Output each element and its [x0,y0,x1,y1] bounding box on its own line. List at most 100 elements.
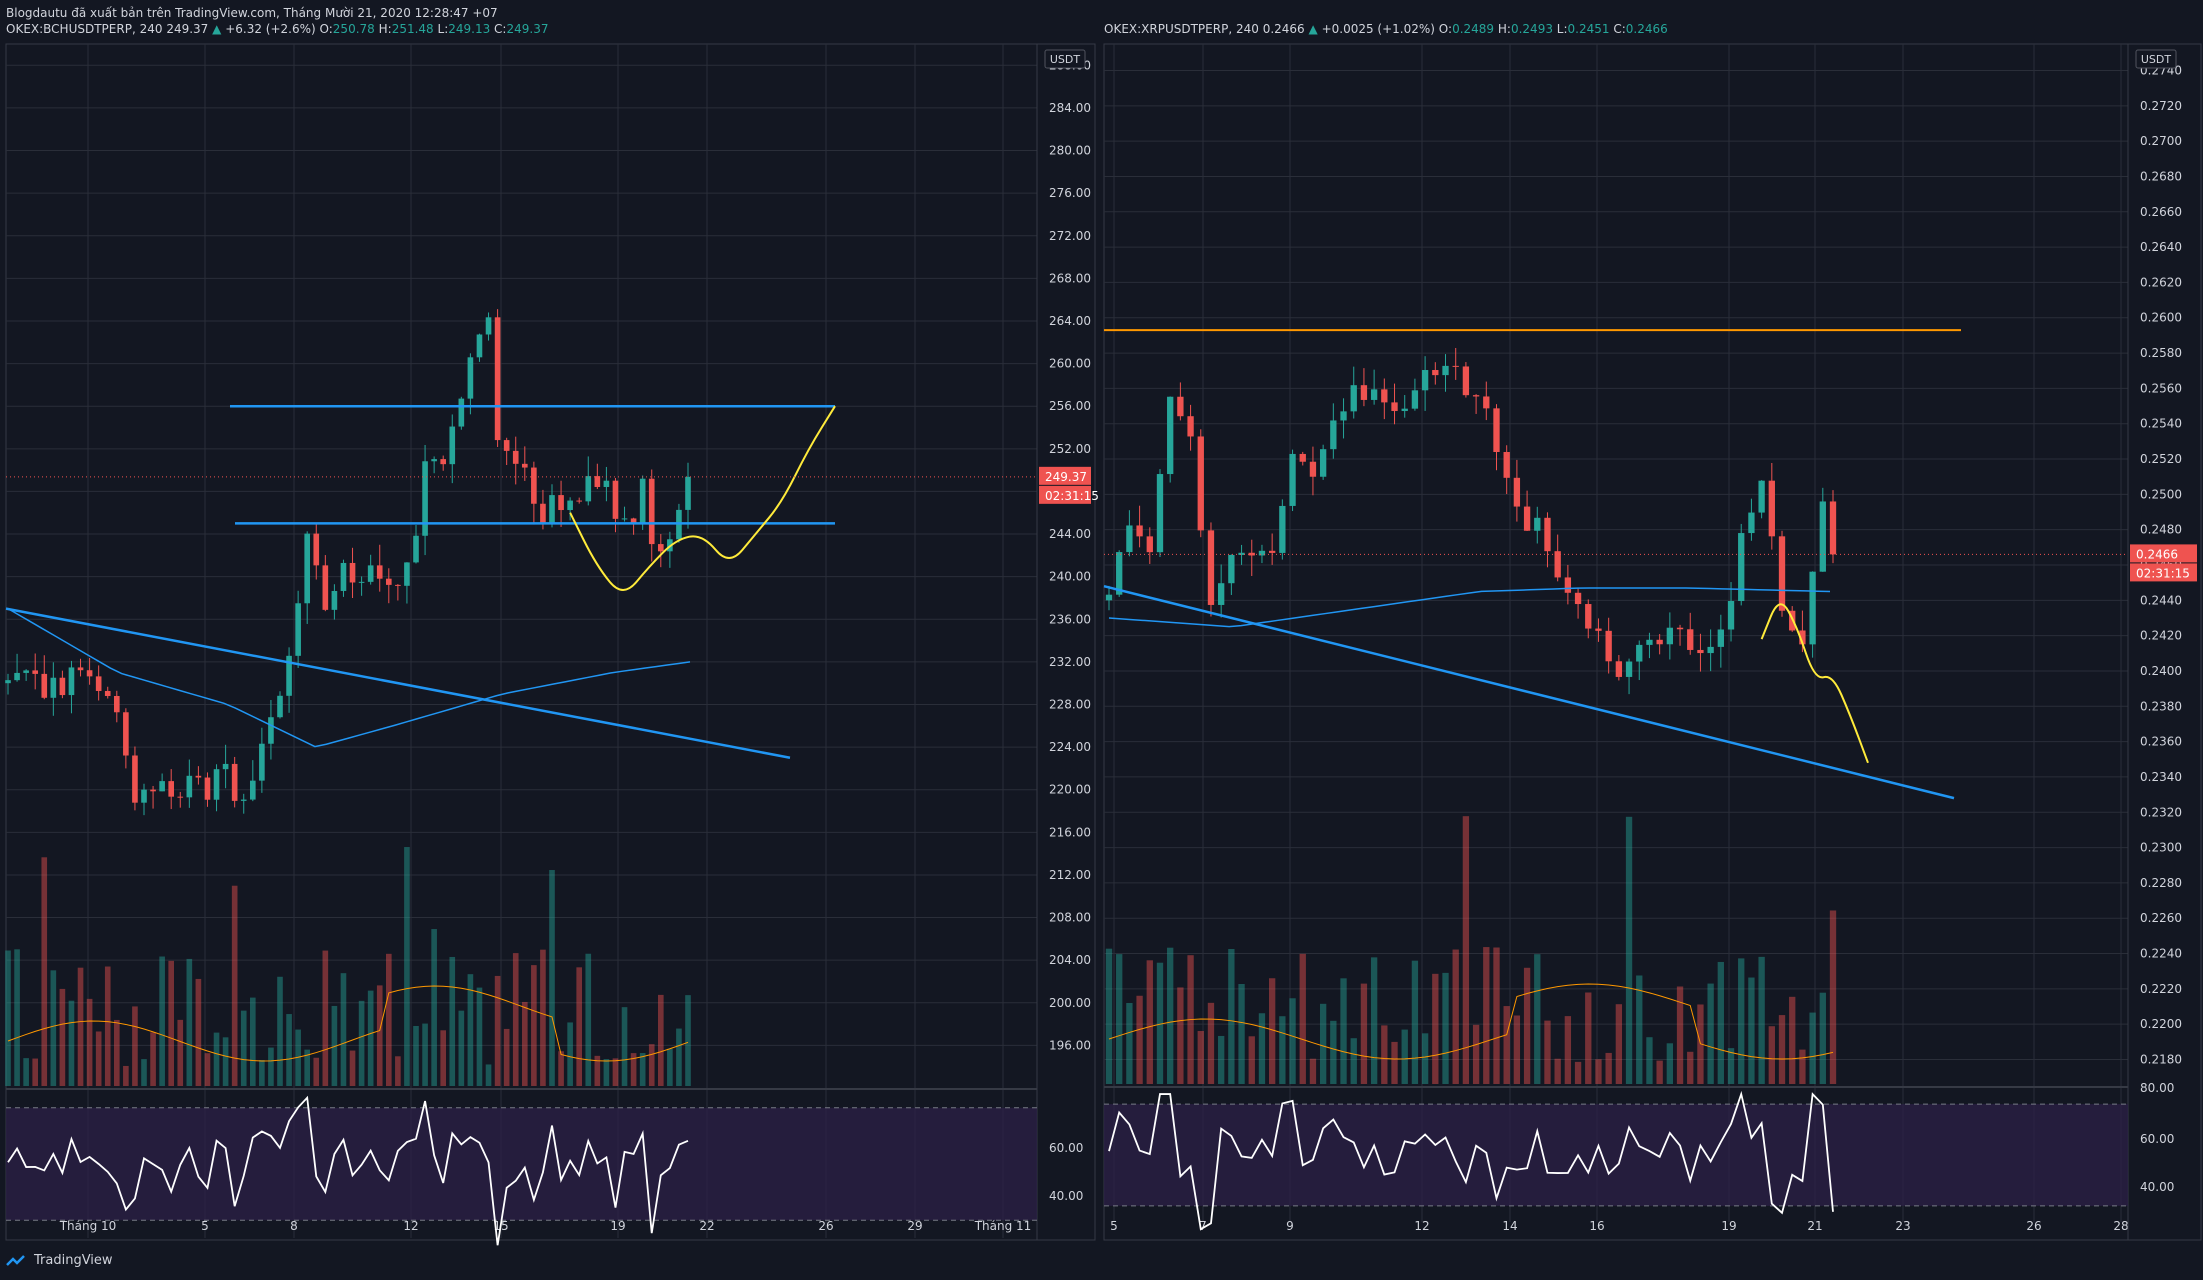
volume-bar [667,1048,673,1086]
volume-bar [1330,1020,1337,1084]
candle-body [231,763,238,801]
volume-bar [1340,978,1347,1084]
price-badge: 249.37 [1045,470,1087,484]
candle-body [467,357,474,399]
volume-bar [1809,1012,1816,1084]
candle-body [1829,501,1837,555]
candle-body [304,533,311,604]
volume-bar [1126,1002,1133,1084]
volume-bar [1462,816,1470,1084]
candle-body [594,476,601,487]
y-tick-label: 0.2500 [2140,487,2182,501]
y-tick-label: 0.2660 [2140,205,2182,219]
volume-bar [14,949,20,1086]
volume-bar [648,1044,655,1086]
volume-bar [549,870,555,1086]
left-symbol-header: OKEX:BCHUSDTPERP, 240 249.37 ▲ +6.32 (+2… [6,22,549,36]
volume-bar [331,1005,338,1086]
volume-bar [1534,954,1541,1084]
left-close: 249.37 [506,22,549,36]
volume-bar [676,1028,682,1086]
volume-bar [1432,973,1439,1084]
candle-body [1228,554,1235,584]
volume-bar [413,1025,419,1086]
xrp-panel[interactable]: 0.27400.27200.27000.26800.26600.26400.26… [1103,43,2202,1241]
volume-bar [222,1037,229,1086]
y-tick-label: 0.2700 [2140,134,2182,148]
volume-bar [1391,1041,1398,1084]
candle-body [113,695,120,713]
volume-bar [1554,1058,1561,1084]
volume-bar [1360,983,1368,1084]
candle-body [1207,530,1215,605]
volume-bar [358,1000,365,1086]
volume-bar [621,1007,628,1086]
candle-body [1340,411,1347,421]
candle-body [1462,366,1470,396]
candle-body [521,463,528,468]
rsi-label-80: 80.00 [2140,1081,2174,1095]
volume-bar [1116,954,1123,1084]
candle-body [1319,449,1327,477]
volume-bar [1676,986,1684,1084]
candle-body [1564,577,1572,593]
volume-bar [1768,1026,1775,1084]
y-tick-label: 0.2620 [2140,275,2182,289]
y-tick-label: 200.00 [1049,996,1091,1010]
candle-body [1156,474,1164,553]
candle-body [1177,396,1184,417]
candle-body [540,503,546,524]
y-tick-label: 252.00 [1049,442,1091,456]
volume-bar [132,1006,138,1086]
volume-bar [1799,1049,1806,1084]
candle-body [1534,517,1541,531]
y-tick-label: 224.00 [1049,740,1091,754]
volume-bar [503,1028,510,1086]
y-tick-label: 280.00 [1049,144,1091,158]
candle-body [576,500,583,502]
x-tick-label: 16 [1589,1219,1604,1233]
y-tick-label: 256.00 [1049,399,1091,413]
candle-body [1105,594,1113,601]
right-symbol-header: OKEX:XRPUSDTPERP, 240 0.2466 ▲ +0.0025 (… [1104,22,1668,36]
volume-bar [59,988,66,1086]
y-tick-label: 0.2240 [2140,947,2182,961]
candle-body [150,789,156,792]
candle-body [59,677,66,696]
candle-body [648,478,655,545]
candle-body [1472,395,1480,397]
currency-label: USDT [2141,53,2172,66]
candle-body [1738,533,1745,602]
left-last: 249.37 [166,22,209,36]
y-tick-label: 272.00 [1049,229,1091,243]
volume-bar [630,1053,637,1086]
candle-body [268,717,274,744]
candle-body [86,670,93,677]
candle-body [567,500,573,511]
rsi-label-60: 60.00 [2140,1132,2174,1146]
volume-bar [1136,995,1143,1084]
candle-body [1595,628,1602,631]
candle-body [1523,506,1531,531]
volume-bar [123,1065,129,1086]
volume-bar [1503,1006,1510,1084]
candle-body [1258,550,1266,556]
candle-body [1676,627,1684,630]
y-tick-label: 0.2220 [2140,982,2182,996]
candle-body [1299,453,1306,462]
volume-bar [612,1058,619,1086]
candle-body [1768,480,1775,537]
y-tick-label: 0.2280 [2140,876,2182,890]
bch-panel[interactable]: 288.00284.00280.00276.00272.00268.00264.… [5,43,1099,1246]
candle-body [1116,552,1123,595]
volume-bar [512,953,519,1086]
candle-body [404,562,410,586]
x-tick-label: 7 [1199,1219,1207,1233]
candle-body [1809,571,1816,645]
volume-bar [1574,1061,1582,1084]
x-tick-label: 26 [2026,1219,2041,1233]
candle-body [476,334,483,358]
countdown-bg [1039,485,1091,504]
countdown-label: 02:31:15 [2136,566,2190,580]
